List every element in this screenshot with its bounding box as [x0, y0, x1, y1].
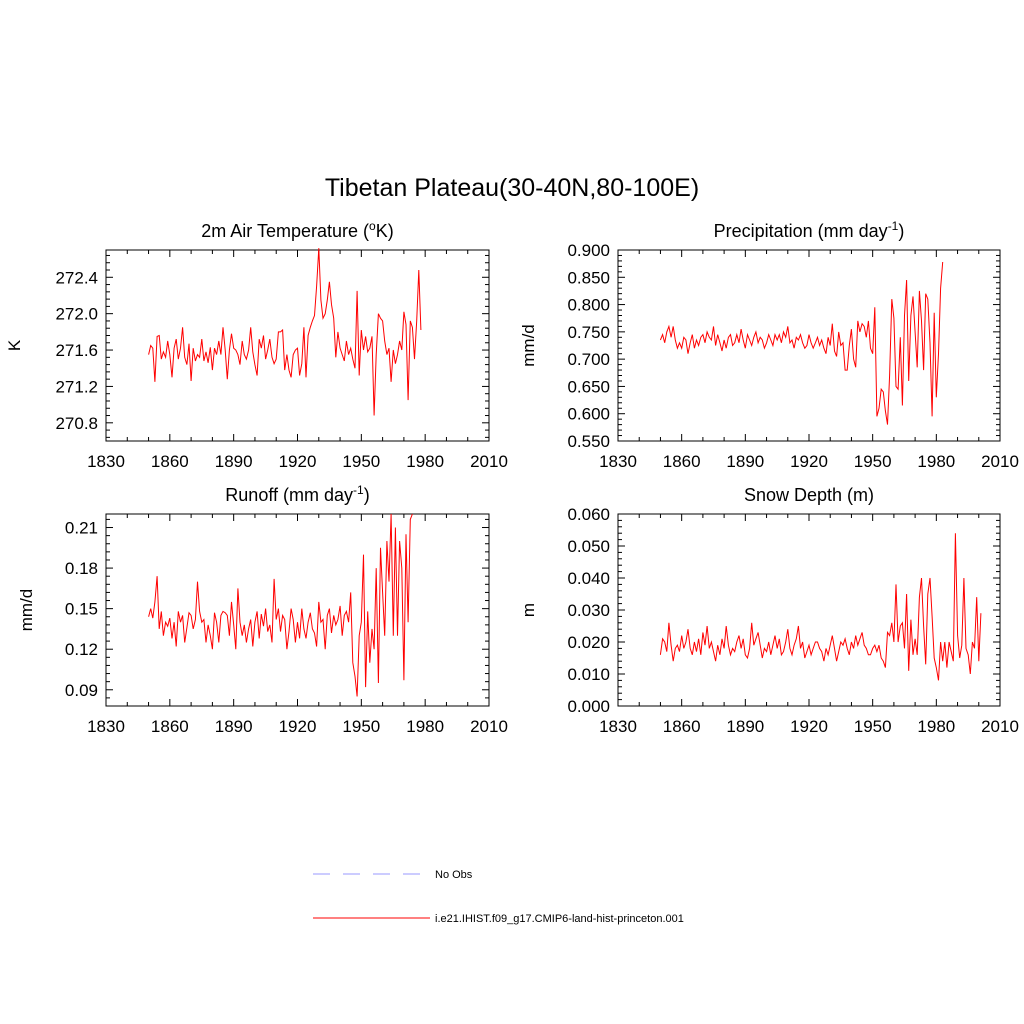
panel-4: 1830 1860 1890 1920 1950 1980 2010 0.000 0.010 0.…: [519, 485, 1019, 736]
x-tick-label: 1860: [663, 452, 701, 471]
x-tick-label: 1980: [406, 717, 444, 736]
x-tick-label: 1830: [599, 452, 637, 471]
x-tick-label: 1890: [215, 717, 253, 736]
y-tick-label: 271.2: [55, 377, 98, 396]
x-tick-label: 1920: [279, 452, 317, 471]
x-tick-label: 1890: [726, 717, 764, 736]
y-tick-label: 0.900: [567, 241, 610, 260]
legend-label: No Obs: [435, 869, 473, 881]
y-tick-label: 0.650: [567, 377, 610, 396]
y-tick-label: 0.000: [567, 697, 610, 716]
series-line-1: [659, 533, 982, 681]
y-axis-label: m: [519, 603, 538, 617]
y-tick-label: 0.18: [65, 559, 98, 578]
x-tick-label: 1920: [279, 717, 317, 736]
y-tick-label: 0.700: [567, 350, 610, 369]
y-tick-label: 272.4: [55, 268, 98, 287]
y-tick-label: 0.030: [567, 601, 610, 620]
x-tick-label: 2010: [470, 717, 508, 736]
x-tick-label: 2010: [981, 717, 1019, 736]
x-tick-label: 1950: [854, 452, 892, 471]
y-tick-label: 0.550: [567, 432, 610, 451]
y-tick-label: 272.0: [55, 305, 98, 324]
y-tick-label: 0.040: [567, 569, 610, 588]
x-tick-label: 1860: [151, 452, 189, 471]
plot-frame: [105, 513, 490, 707]
x-tick-label: 2010: [470, 452, 508, 471]
y-tick-label: 0.010: [567, 665, 610, 684]
panels: 1830 1860 1890 1920 1950 1980 2010 270.8 271.2 27…: [5, 219, 1019, 736]
y-tick-label: 0.21: [65, 519, 98, 538]
series-line-1: [148, 513, 413, 697]
y-tick-label: 0.600: [567, 405, 610, 424]
plot-frame: [105, 249, 490, 442]
plot-frame: [617, 249, 1001, 442]
panel-3: 1830 1860 1890 1920 1950 1980 2010 0.09 0.12 0.15…: [17, 483, 508, 736]
y-tick-label: 0.750: [567, 323, 610, 342]
panel-1: 1830 1860 1890 1920 1950 1980 2010 270.8 271.2 27…: [5, 219, 508, 471]
y-axis-label: K: [5, 339, 24, 351]
series-line-1: [148, 248, 422, 416]
y-tick-label: 0.09: [65, 681, 98, 700]
y-tick-label: 0.050: [567, 537, 610, 556]
x-tick-label: 1830: [87, 452, 125, 471]
y-tick-label: 0.800: [567, 296, 610, 315]
x-tick-label: 1830: [599, 717, 637, 736]
y-tick-label: 0.060: [567, 505, 610, 524]
panel-title: Runoff (mm day-1): [225, 483, 369, 505]
x-tick-label: 1890: [726, 452, 764, 471]
panel-title: Precipitation (mm day-1): [714, 219, 905, 241]
y-tick-label: 271.6: [55, 341, 98, 360]
y-tick-label: 0.15: [65, 600, 98, 619]
y-axis-label: mm/d: [519, 324, 538, 367]
x-tick-label: 1950: [854, 717, 892, 736]
x-tick-label: 1860: [151, 717, 189, 736]
y-tick-label: 0.020: [567, 633, 610, 652]
x-tick-label: 1980: [406, 452, 444, 471]
x-tick-label: 1830: [87, 717, 125, 736]
x-tick-label: 1980: [917, 452, 955, 471]
x-tick-label: 1950: [342, 717, 380, 736]
x-tick-label: 1980: [917, 717, 955, 736]
legend-label: i.e21.IHIST.f09_g17.CMIP6-land-hist-prin…: [435, 913, 684, 925]
x-tick-label: 1920: [790, 452, 828, 471]
plot-frame: [617, 513, 1001, 707]
panel-title: 2m Air Temperature (oK): [201, 219, 393, 241]
x-tick-label: 1860: [663, 717, 701, 736]
series-line-1: [659, 261, 944, 425]
x-tick-label: 1950: [342, 452, 380, 471]
figure-title: Tibetan Plateau(30-40N,80-100E): [325, 174, 699, 202]
y-tick-label: 0.850: [567, 268, 610, 287]
y-axis-label: mm/d: [17, 589, 36, 632]
legend-entry-2: i.e21.IHIST.f09_g17.CMIP6-land-hist-prin…: [313, 913, 684, 925]
y-tick-label: 270.8: [55, 414, 98, 433]
x-tick-label: 1890: [215, 452, 253, 471]
legend: No Obs i.e21.IHIST.f09_g17.CMIP6-land-his…: [313, 869, 684, 925]
legend-entry-1: No Obs: [313, 869, 473, 881]
panel-2: 1830 1860 1890 1920 1950 1980 2010 0.550 0.600 0.…: [519, 219, 1019, 471]
panel-title: Snow Depth (m): [744, 485, 874, 505]
y-tick-label: 0.12: [65, 640, 98, 659]
x-tick-label: 2010: [981, 452, 1019, 471]
x-tick-label: 1920: [790, 717, 828, 736]
